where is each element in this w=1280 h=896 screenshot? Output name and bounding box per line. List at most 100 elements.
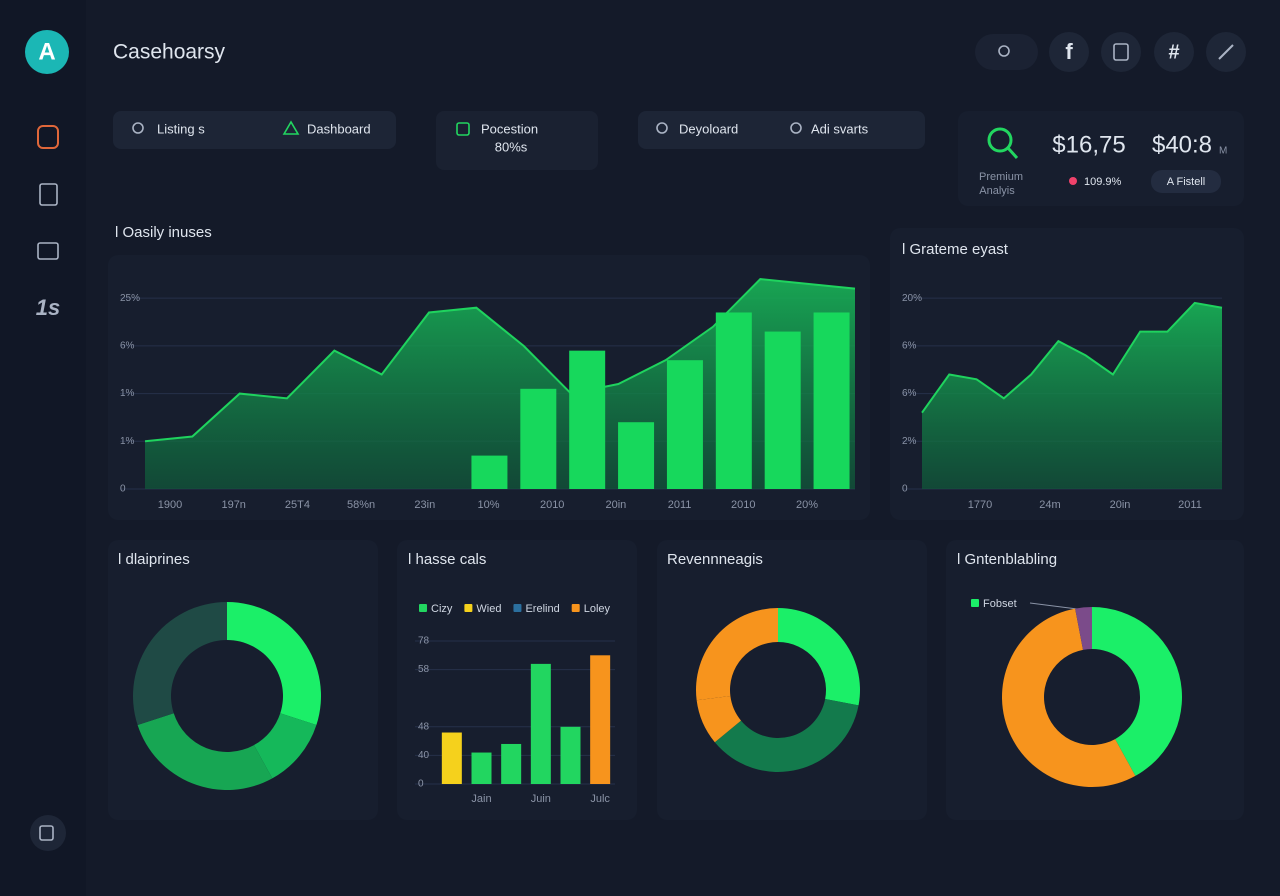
x-tick-label: 20in [606, 499, 627, 511]
bar [813, 312, 850, 489]
search-icon [998, 45, 1010, 57]
y-tick-label: 48 [418, 721, 430, 732]
tab[interactable]: Adi svarts [811, 121, 869, 136]
doc-icon [1113, 43, 1129, 61]
button-label: A Fistell [1167, 176, 1206, 188]
segment [1001, 608, 1136, 788]
x-tick-label: 2010 [731, 499, 755, 511]
logo[interactable] [25, 30, 69, 74]
amount: $16,75 [1052, 131, 1125, 158]
y-tick-label: 78 [418, 636, 430, 647]
area [922, 302, 1222, 489]
y-tick-label: 1% [120, 388, 135, 399]
y-tick-label: 0 [418, 779, 424, 790]
segment [133, 602, 227, 726]
line [144, 278, 856, 443]
y-tick-label: 1% [120, 436, 135, 447]
premium-label: Analyis [979, 185, 1015, 197]
legend-swatch [571, 604, 580, 612]
bar [764, 331, 801, 489]
y-tick-label: 0 [120, 484, 126, 495]
stat-label: Pocestion [481, 121, 538, 136]
y-tick-label: 25% [120, 293, 140, 304]
legend-label: Fobset [983, 598, 1017, 610]
stat-value: 80%s [495, 139, 528, 154]
icon-button[interactable] [1049, 32, 1089, 72]
sidebar [0, 0, 86, 896]
nav-icon[interactable] [39, 183, 58, 206]
bar [569, 350, 606, 489]
nav-icon [39, 825, 54, 841]
y-tick-label: 6% [902, 341, 917, 352]
app-title: Casehoarsy [113, 41, 226, 64]
y-tick-label: 0 [902, 484, 908, 495]
toolbar-pill [113, 111, 396, 149]
legend-label: Erelind [525, 603, 559, 615]
bar [501, 743, 522, 784]
legend-swatch [971, 599, 979, 607]
bar [441, 732, 462, 784]
bar [715, 312, 752, 489]
nav-label[interactable]: 1s [36, 295, 60, 320]
icon-button[interactable] [1154, 32, 1194, 72]
nav-icon[interactable] [37, 125, 59, 149]
bar [471, 455, 508, 489]
search-button[interactable] [975, 34, 1038, 70]
segment [714, 698, 859, 772]
nav-button[interactable] [30, 815, 66, 851]
tab-icon [282, 120, 300, 135]
legend-swatch [464, 604, 473, 612]
x-tick-label: 2011 [668, 499, 692, 511]
x-tick-label: Julc [590, 793, 610, 805]
status-dot [1069, 177, 1077, 185]
search-icon [132, 122, 144, 134]
panel-title: l Gntenblabling [957, 551, 1057, 568]
search-icon [656, 122, 668, 134]
y-tick-label: 6% [902, 388, 917, 399]
panel-title: l Grateme eyast [902, 241, 1009, 258]
x-tick-label: 58%n [347, 499, 375, 511]
y-tick-label: 40 [418, 750, 430, 761]
x-tick-label: 20% [796, 499, 818, 511]
legend-label: Loley [584, 603, 611, 615]
x-tick-label: 1770 [968, 499, 992, 511]
x-tick-label: 20in [1110, 499, 1131, 511]
amount-unit: M [1219, 146, 1227, 157]
x-tick-label: 23in [414, 499, 435, 511]
toolbar-pill [638, 111, 925, 149]
segment [227, 602, 321, 726]
icon-glyph: # [1168, 41, 1179, 63]
link-icon [1218, 44, 1234, 60]
bar [590, 655, 611, 784]
segment [778, 608, 860, 706]
icon-glyph: f [1065, 39, 1073, 64]
y-tick-label: 6% [120, 341, 135, 352]
bar [530, 663, 551, 784]
x-tick-label: 197n [221, 499, 245, 511]
nav-icon[interactable] [37, 242, 59, 260]
premium-icon [1006, 146, 1019, 160]
segment [1075, 607, 1092, 650]
tab[interactable]: Dashboard [307, 121, 371, 136]
x-tick-label: 2010 [540, 499, 564, 511]
segment [696, 696, 742, 743]
x-tick-label: Juin [531, 793, 551, 805]
panel-title: l Oasily inuses [115, 224, 212, 241]
x-tick-label: 24m [1039, 499, 1060, 511]
icon-button[interactable] [1101, 32, 1141, 72]
button[interactable] [1151, 170, 1221, 193]
panel-title: l hasse cals [408, 551, 486, 568]
user-icon [790, 122, 802, 134]
bar [520, 388, 557, 489]
tab[interactable]: Deyoloard [679, 121, 738, 136]
x-tick-label: 25T4 [285, 499, 310, 511]
legend-swatch [513, 604, 522, 612]
tab[interactable]: Listing s [157, 121, 205, 136]
panel-title: Revennneagis [667, 551, 763, 568]
change: 109.9% [1084, 176, 1122, 188]
y-tick-label: 2% [902, 436, 917, 447]
premium-icon [987, 127, 1013, 153]
x-tick-label: Jain [471, 793, 491, 805]
legend-swatch [419, 604, 427, 612]
